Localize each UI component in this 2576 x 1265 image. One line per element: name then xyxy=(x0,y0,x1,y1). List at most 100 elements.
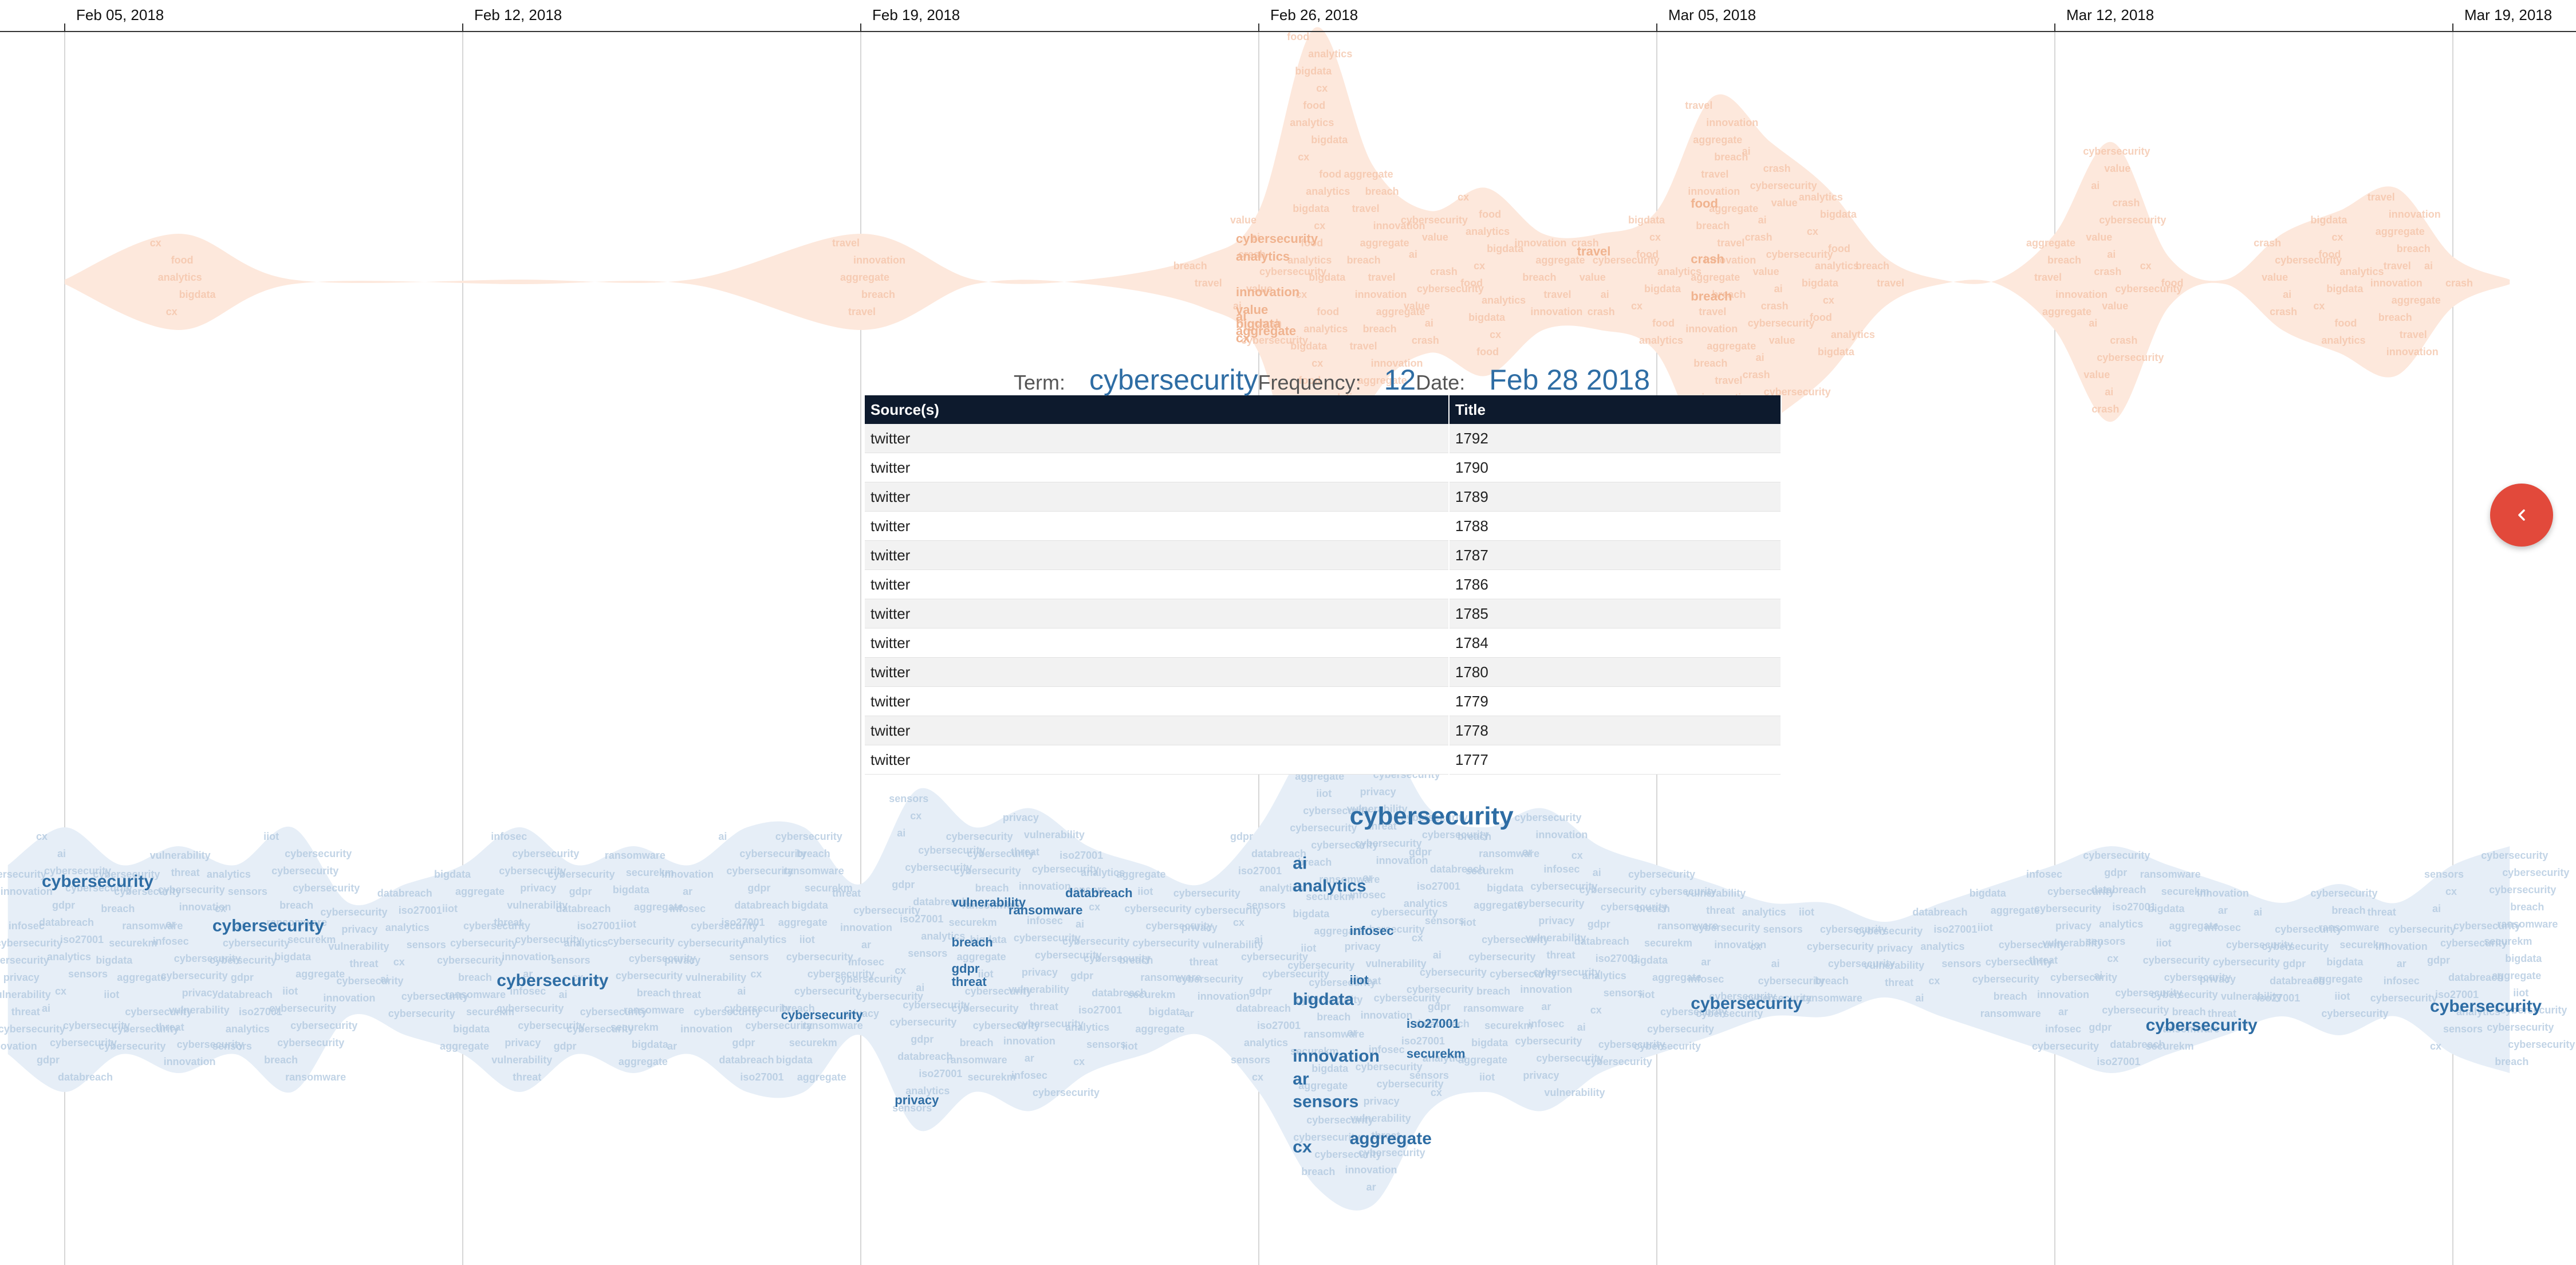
stream-word[interactable]: cybersecurity xyxy=(1350,802,1514,830)
stream-word[interactable]: value xyxy=(1236,302,1268,317)
stream-filler-word: gdpr xyxy=(1428,1001,1451,1012)
stream-filler-word: ar xyxy=(523,968,533,980)
stream-filler-word: cybersecurity xyxy=(388,1008,455,1019)
column-header-title[interactable]: Title xyxy=(1449,395,1782,424)
stream-word[interactable]: databreach xyxy=(1065,886,1132,900)
stream-word[interactable]: analytics xyxy=(1293,877,1366,895)
stream-word[interactable]: infosec xyxy=(1350,924,1394,938)
stream-word[interactable]: innovation xyxy=(1236,285,1299,299)
stream-filler-word: value xyxy=(1580,272,1606,283)
stream-filler-word: analytics xyxy=(921,930,965,942)
stream-word[interactable]: cybersecurity xyxy=(497,971,608,990)
stream-filler-word: crash xyxy=(1254,317,1282,329)
stream-filler-word: ai xyxy=(2094,970,2102,981)
stream-filler-word: ai xyxy=(2283,289,2291,300)
table-row[interactable]: twitter 1790 xyxy=(865,453,1782,482)
stream-word[interactable]: cybersecurity xyxy=(2430,997,2542,1016)
table-row[interactable]: twitter 1789 xyxy=(865,482,1782,512)
stream-filler-word: sensors xyxy=(908,948,947,959)
stream-word[interactable]: analytics xyxy=(1236,249,1290,264)
stream-filler-word: databreach xyxy=(218,989,273,1000)
upper-stream[interactable] xyxy=(65,27,2510,537)
table-row[interactable]: twitter 1777 xyxy=(865,745,1782,775)
stream-filler-word: cybersecurity xyxy=(44,865,111,877)
stream-word[interactable]: aggregate xyxy=(1236,324,1296,338)
stream-filler-word: travel xyxy=(1699,306,1726,317)
stream-word[interactable]: food xyxy=(1691,196,1718,210)
table-row[interactable]: twitter 1778 xyxy=(865,716,1782,745)
title-cell: 1789 xyxy=(1449,482,1782,512)
stream-word[interactable]: cybersecurity xyxy=(2146,1016,2258,1035)
table-row[interactable]: twitter 1779 xyxy=(865,686,1782,716)
stream-word[interactable]: cx xyxy=(1236,331,1250,345)
stream-filler-word: bigdata xyxy=(2326,283,2364,294)
stream-filler-word: infosec xyxy=(1350,889,1386,901)
stream-filler-word: cybersecurity xyxy=(1750,180,1817,191)
stream-filler-word: ransomware xyxy=(1802,992,1862,1004)
column-header-sources[interactable]: Source(s) xyxy=(865,395,1450,424)
stream-filler-word: cybersecurity xyxy=(726,865,793,877)
stream-filler-word: securekm xyxy=(789,1037,837,1048)
stream-filler-word: crash xyxy=(2091,403,2119,415)
stream-word[interactable]: cybersecurity xyxy=(212,917,324,936)
stream-word[interactable]: breach xyxy=(1691,289,1732,303)
stream-word[interactable]: vulnerability xyxy=(952,895,1026,910)
stream-word[interactable]: aggregate xyxy=(1350,1129,1432,1148)
table-row[interactable]: twitter 1785 xyxy=(865,599,1782,628)
stream-filler-word: innovation xyxy=(1530,306,1582,317)
source-cell: twitter xyxy=(865,657,1450,687)
stream-filler-word: innovation xyxy=(2376,941,2428,952)
stream-word[interactable]: ar xyxy=(1293,1070,1309,1089)
stream-filler-word: cybersecurity xyxy=(946,831,1013,842)
stream-word[interactable]: gdpr xyxy=(952,961,980,976)
stream-filler-word: infosec xyxy=(1688,973,1724,985)
stream-filler-word: aggregate xyxy=(2313,973,2362,985)
table-row[interactable]: twitter 1792 xyxy=(865,424,1782,453)
stream-filler-word: cybersecurity xyxy=(1374,992,1441,1004)
stream-word[interactable]: bigdata xyxy=(1293,990,1354,1009)
stream-word[interactable]: iiot xyxy=(1350,973,1369,987)
table-row[interactable]: twitter 1788 xyxy=(865,511,1782,541)
table-row[interactable]: twitter 1780 xyxy=(865,657,1782,687)
stream-filler-word: ar xyxy=(683,886,692,897)
stream-word[interactable]: privacy xyxy=(895,1093,939,1107)
stream-word[interactable]: cybersecurity xyxy=(781,1008,864,1022)
stream-filler-word: iiot xyxy=(263,831,279,842)
stream-filler-word: cybersecurity xyxy=(2164,972,2231,983)
stream-word[interactable]: sensors xyxy=(1293,1092,1358,1111)
table-row[interactable]: twitter 1787 xyxy=(865,540,1782,570)
collapse-panel-button[interactable] xyxy=(2490,484,2553,547)
table-row[interactable]: twitter 1784 xyxy=(865,628,1782,658)
stream-filler-word: breach xyxy=(1714,151,1748,163)
stream-word[interactable]: ai xyxy=(1293,854,1307,873)
table-row[interactable]: twitter 1786 xyxy=(865,569,1782,599)
stream-word[interactable]: cybersecurity xyxy=(1236,231,1318,246)
stream-filler-word: cybersecurity xyxy=(290,1020,357,1031)
stream-word[interactable]: securekm xyxy=(1407,1047,1466,1061)
stream-word[interactable]: iso27001 xyxy=(1407,1016,1460,1031)
stream-filler-word: cx xyxy=(1073,1056,1085,1067)
stream-filler-word: iso27001 xyxy=(740,1071,783,1083)
stream-word[interactable]: cx xyxy=(1293,1138,1312,1157)
stream-filler-word: cybersecurity xyxy=(567,1023,634,1035)
stream-word[interactable]: ransomware xyxy=(1009,903,1083,917)
stream-filler-word: cybersecurity xyxy=(1293,1132,1360,1143)
stream-word[interactable]: threat xyxy=(952,975,987,989)
stream-word[interactable]: travel xyxy=(1577,244,1611,258)
stream-word[interactable]: breach xyxy=(952,935,993,949)
stream-filler-word: cybersecurity xyxy=(93,869,160,880)
stream-word[interactable]: cybersecurity xyxy=(1691,994,1802,1013)
stream-word[interactable]: innovation xyxy=(1293,1047,1380,1066)
stream-filler-word: cybersecurity xyxy=(1287,960,1354,971)
stream-filler-word: cybersecurity xyxy=(2321,1008,2388,1019)
stream-filler-word: ar xyxy=(1184,1008,1194,1019)
stream-filler-word: cybersecurity xyxy=(1306,1114,1373,1126)
stream-filler-word: gdpr xyxy=(554,1040,577,1052)
stream-word[interactable]: bigdata xyxy=(1236,317,1281,331)
stream-word[interactable]: ai xyxy=(1236,309,1246,324)
lower-stream[interactable] xyxy=(7,709,2510,1211)
stream-word[interactable]: crash xyxy=(1691,252,1724,266)
stream-word[interactable]: cybersecurity xyxy=(42,872,153,891)
stream-filler-word: iso27001 xyxy=(2435,989,2479,1000)
stream-filler-word: ai xyxy=(57,848,66,859)
